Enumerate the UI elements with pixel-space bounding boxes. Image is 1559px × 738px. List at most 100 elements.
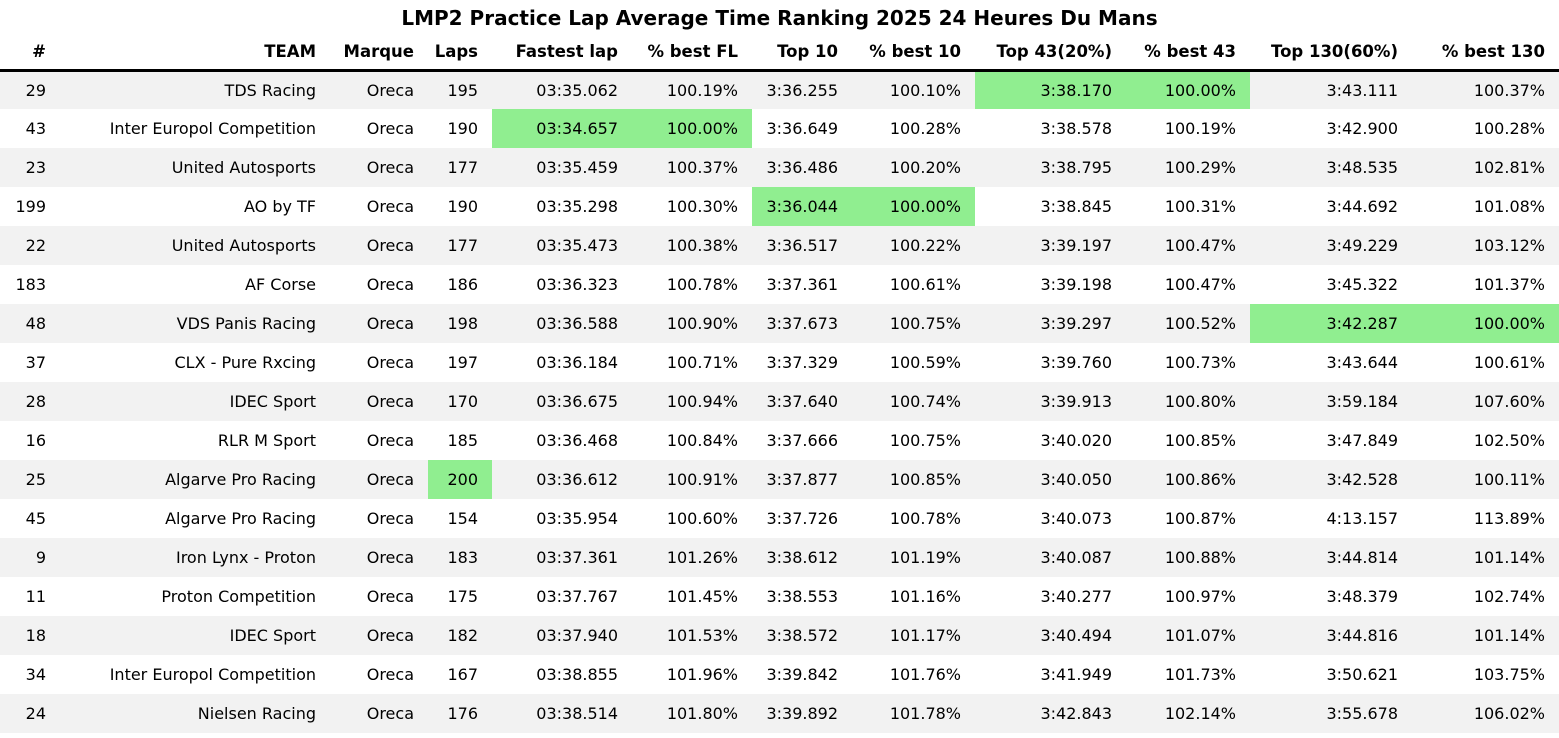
table-cell: 103.75% xyxy=(1473,665,1545,684)
table-row: 18 IDEC Sport Oreca 182 03:37.940 101.53% 3:38… xyxy=(0,616,1559,655)
table-cell: 100.19% xyxy=(1164,119,1236,138)
table-row: 43 Inter Europol Competition Oreca 190 03:34… xyxy=(0,109,1559,148)
table-cell: 101.76% xyxy=(889,665,961,684)
table-cell: 03:35.473 xyxy=(536,236,618,255)
table-cell: 3:36.255 xyxy=(766,80,838,100)
table-cell: 3:37.877 xyxy=(766,470,838,489)
table-row: 199 AO by TF Oreca 190 03:35.298 100.30% 3:36.… xyxy=(0,187,1559,226)
table-row: 28 IDEC Sport Oreca 170 03:36.675 100.94% 3:37… xyxy=(0,382,1559,421)
table-cell: 100.91% xyxy=(666,470,738,489)
table-cell: 3:39.297 xyxy=(1040,314,1112,333)
table-cell: 03:37.940 xyxy=(536,626,618,645)
table-cell: Oreca xyxy=(366,704,414,723)
table-cell: 182 xyxy=(447,626,478,645)
table-cell: 24 xyxy=(25,704,46,723)
table-cell: 100.86% xyxy=(1164,470,1236,489)
table-cell: Oreca xyxy=(366,665,414,684)
column-header-6: Top 10 xyxy=(752,34,852,72)
table-cell: 03:34.657 xyxy=(492,109,632,148)
table-cell: 100.47% xyxy=(1164,236,1236,255)
table-cell: 167 xyxy=(447,665,478,684)
table-cell: 3:41.949 xyxy=(1040,665,1112,684)
table-cell: 199 xyxy=(15,197,46,216)
table-cell: 3:39.198 xyxy=(1040,275,1112,294)
table-cell: Oreca xyxy=(366,80,414,100)
table-cell: Algarve Pro Racing xyxy=(165,509,316,528)
column-header-5: % best FL xyxy=(632,34,752,72)
table-row: 34 Inter Europol Competition Oreca 167 03:38… xyxy=(0,655,1559,694)
table-cell: 3:38.572 xyxy=(766,626,838,645)
table-cell: 100.90% xyxy=(666,314,738,333)
table-cell: VDS Panis Racing xyxy=(176,314,316,333)
table-cell: 100.61% xyxy=(889,275,961,294)
table-cell: 100.85% xyxy=(889,470,961,489)
table-cell: Oreca xyxy=(366,431,414,450)
table-row: 24 Nielsen Racing Oreca 176 03:38.514 101.80%… xyxy=(0,694,1559,733)
table-cell: 100.20% xyxy=(889,158,961,177)
column-header-9: % best 43 xyxy=(1126,34,1250,72)
table-cell: 100.85% xyxy=(1164,431,1236,450)
table-cell: 43 xyxy=(25,119,46,138)
table-cell: 3:47.849 xyxy=(1326,431,1398,450)
table-cell: Inter Europol Competition xyxy=(109,119,316,138)
table-cell: 3:37.673 xyxy=(766,314,838,333)
table-cell: 3:37.726 xyxy=(766,509,838,528)
table-cell: 29 xyxy=(25,80,46,100)
table-cell: 183 xyxy=(447,548,478,567)
table-cell: IDEC Sport xyxy=(229,392,316,411)
table-cell: 100.38% xyxy=(666,236,738,255)
table-cell: 100.00% xyxy=(1412,304,1559,343)
table-cell: Oreca xyxy=(366,548,414,567)
table-cell: 101.19% xyxy=(889,548,961,567)
table-cell: 101.16% xyxy=(889,587,961,606)
table-row: 48 VDS Panis Racing Oreca 198 03:36.588 100.9… xyxy=(0,304,1559,343)
table-cell: Oreca xyxy=(366,314,414,333)
table-cell: 3:40.020 xyxy=(1040,431,1112,450)
table-cell: Oreca xyxy=(366,587,414,606)
table-cell: AF Corse xyxy=(245,275,316,294)
table-cell: 3:38.170 xyxy=(975,70,1126,109)
table-cell: 03:35.954 xyxy=(536,509,618,528)
table-cell: 100.19% xyxy=(666,80,738,100)
table-cell: 3:43.111 xyxy=(1326,80,1398,100)
table-row: 11 Proton Competition Oreca 175 03:37.767 101… xyxy=(0,577,1559,616)
table-cell: 101.14% xyxy=(1473,548,1545,567)
table-row: 22 United Autosports Oreca 177 03:35.473 100.… xyxy=(0,226,1559,265)
table-cell: 186 xyxy=(447,275,478,294)
table-cell: Inter Europol Competition xyxy=(109,665,316,684)
table-cell: 3:48.535 xyxy=(1326,158,1398,177)
table-cell: 03:36.675 xyxy=(536,392,618,411)
table-cell: 103.12% xyxy=(1473,236,1545,255)
table-cell: 177 xyxy=(447,236,478,255)
ranking-table: # TEAM Marque Laps Fastest lap% best FL Top 1… xyxy=(0,34,1559,733)
table-cell: 3:44.692 xyxy=(1326,197,1398,216)
table-cell: 3:42.900 xyxy=(1326,119,1398,138)
table-cell: Oreca xyxy=(366,392,414,411)
table-cell: 100.00% xyxy=(852,187,975,226)
column-header-4: Fastest lap xyxy=(492,34,632,72)
table-cell: 100.94% xyxy=(666,392,738,411)
table-cell: 3:37.640 xyxy=(766,392,838,411)
table-cell: 03:35.459 xyxy=(536,158,618,177)
table-cell: 177 xyxy=(447,158,478,177)
table-cell: 3:37.361 xyxy=(766,275,838,294)
table-cell: 3:42.287 xyxy=(1250,304,1412,343)
table-cell: 16 xyxy=(25,431,46,450)
table-cell: 100.60% xyxy=(666,509,738,528)
table-cell: 3:59.184 xyxy=(1326,392,1398,411)
column-header-8: Top 43(20%) xyxy=(975,34,1126,72)
table-cell: 3:36.044 xyxy=(752,187,852,226)
table-cell: 3:38.612 xyxy=(766,548,838,567)
table-cell: 197 xyxy=(447,353,478,372)
table-cell: 03:36.612 xyxy=(536,470,618,489)
table-cell: 3:40.050 xyxy=(1040,470,1112,489)
column-header-7: % best 10 xyxy=(852,34,975,72)
table-cell: 3:36.649 xyxy=(766,119,838,138)
table-cell: 102.14% xyxy=(1164,704,1236,723)
table-cell: 03:38.855 xyxy=(536,665,618,684)
table-cell: 100.37% xyxy=(666,158,738,177)
table-cell: 101.80% xyxy=(666,704,738,723)
table-cell: 3:40.087 xyxy=(1040,548,1112,567)
table-cell: 100.10% xyxy=(889,80,961,100)
